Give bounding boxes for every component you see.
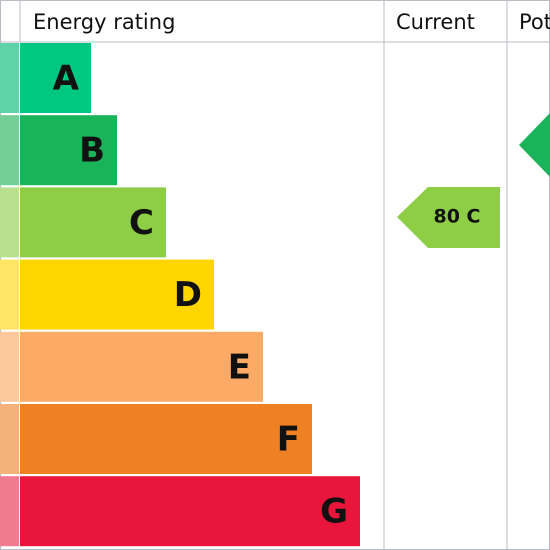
rating-bar xyxy=(20,187,166,258)
rating-letter: F xyxy=(277,420,300,460)
header-current: Current xyxy=(396,10,475,34)
rating-letter: A xyxy=(53,59,80,99)
band-tint xyxy=(0,43,19,113)
rating-letter: C xyxy=(129,203,154,243)
rating-bar xyxy=(20,331,263,402)
rating-bar xyxy=(20,404,312,474)
rating-bar xyxy=(20,259,214,330)
rating-bar xyxy=(20,43,91,113)
band-tint xyxy=(0,404,19,474)
band-tint xyxy=(0,115,19,186)
rating-letter: B xyxy=(79,131,105,171)
current-arrow xyxy=(397,187,500,248)
rating-letter: G xyxy=(320,492,348,532)
band-tint xyxy=(0,259,19,330)
rating-letter: D xyxy=(174,275,202,315)
rating-bar xyxy=(20,115,117,186)
band-tint xyxy=(0,331,19,402)
header-rating: Energy rating xyxy=(33,10,175,34)
current-label: 80 C xyxy=(434,206,481,228)
band-tint xyxy=(0,187,19,258)
header-potential: Potential xyxy=(519,10,550,34)
rating-letter: E xyxy=(228,347,251,387)
potential-arrow xyxy=(519,113,550,177)
band-tint xyxy=(0,476,19,547)
rating-bar xyxy=(20,476,360,547)
